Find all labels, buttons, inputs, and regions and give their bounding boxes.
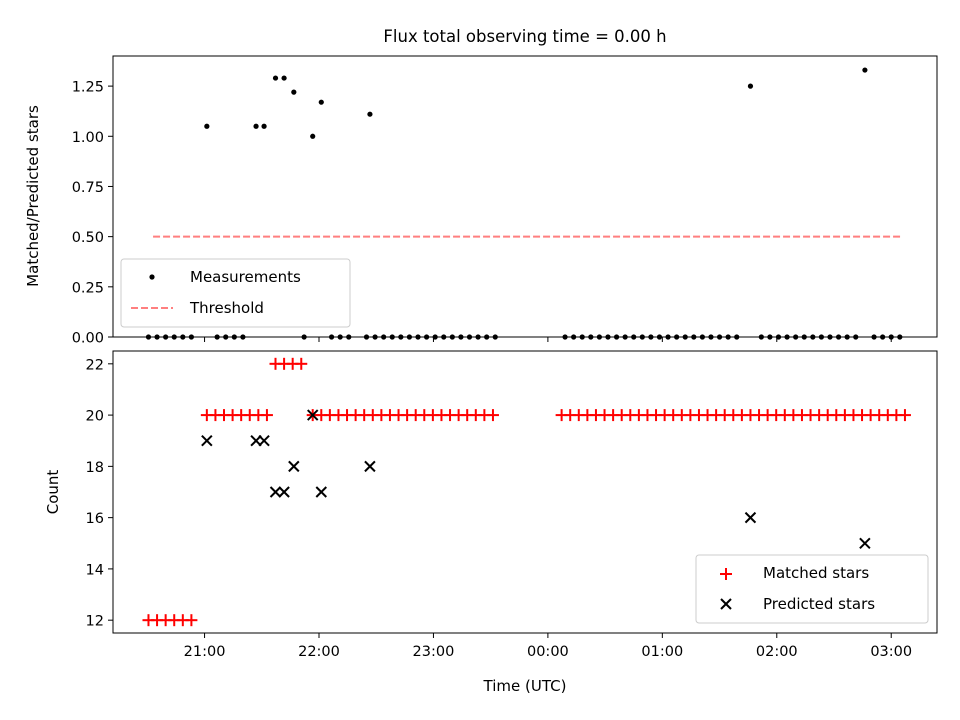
top-legend: Measurements Threshold [120,258,351,328]
measurement-point [253,123,259,129]
predicted-star-point [258,435,270,447]
legend-predicted-marker [720,598,732,610]
predicted-star-point [269,486,282,498]
top-y-axis-label: Matched/Predicted stars [24,105,42,287]
x-tick-label: 01:00 [641,644,683,660]
predicted-star-point [288,460,300,473]
bottom-y-axis-label: Count [44,470,62,515]
measurement-point [272,75,279,81]
chart-title: Flux total observing time = 0.00 h [383,27,666,46]
top-data-layer [145,67,903,340]
legend-matched-marker [720,568,732,580]
predicted-star-point [306,409,319,421]
x-tick-label: 00:00 [527,644,569,660]
legend-threshold-label: Threshold [189,299,264,317]
matched-star-point [486,409,499,422]
predicted-star-point [364,460,376,473]
predicted-star-point [859,537,871,549]
predicted-star-point [278,486,290,498]
legend-matched-label: Matched stars [763,564,869,582]
top-y-tick-label: 1.00 [72,130,104,146]
bottom-y-tick-label: 12 [86,614,104,630]
predicted-star-point [744,511,757,524]
x-tick-label: 21:00 [184,644,226,660]
bottom-y-tick-label: 18 [86,460,104,476]
top-y-tick-label: 1.25 [72,80,104,96]
top-legend-box [120,258,351,328]
panel-bottom: 12 14 16 18 20 22 21:00 22:00 23:00 00:00 01:00 02… [44,350,938,695]
measurement-point [747,83,754,89]
legend-measurements-marker [149,274,155,280]
top-x-ticks [204,337,892,342]
bottom-axes-frame [112,350,938,634]
top-y-tick-label: 0.25 [72,280,104,296]
bottom-data-layer [142,357,911,627]
bottom-y-tick-label: 16 [86,511,104,527]
x-tick-label: 22:00 [298,644,340,660]
legend-measurements-label: Measurements [190,268,301,286]
bottom-x-ticks: 21:00 22:00 23:00 00:00 01:00 02:00 03:00 [184,633,912,660]
legend-predicted-label: Predicted stars [763,595,875,613]
top-y-tick-label: 0.75 [72,180,104,196]
measurement-point [310,133,316,139]
bottom-legend: Matched stars Predicted stars [695,554,929,624]
measurement-point [281,75,287,81]
bottom-y-ticks: 12 14 16 18 20 22 [86,357,113,630]
bottom-legend-box [695,554,929,624]
x-tick-label: 23:00 [413,644,455,660]
x-tick-label: 02:00 [756,644,798,660]
measurement-point [204,123,210,129]
bottom-y-tick-label: 22 [86,357,104,373]
measurement-point [291,89,297,95]
predicted-star-point [315,486,327,498]
top-y-tick-label: 0.00 [72,331,104,347]
top-axes-frame [112,55,938,338]
x-axis-label: Time (UTC) [483,677,567,695]
matched-star-point [898,409,911,422]
matched-star-point [295,357,308,370]
top-y-ticks: 0.00 0.25 0.50 0.75 1.00 1.25 [72,80,113,347]
measurement-point [862,67,868,73]
bottom-y-tick-label: 20 [86,409,104,425]
measurement-point [261,123,267,129]
panel-top: 0.00 0.25 0.50 0.75 1.00 1.25 Matched/Predict… [24,55,938,347]
matched-star-point [185,614,198,627]
x-tick-label: 03:00 [870,644,912,660]
measurement-point [367,111,373,117]
predicted-star-point [201,435,213,447]
top-y-tick-label: 0.50 [72,230,104,246]
matched-star-point [260,409,273,422]
measurement-point [318,99,324,105]
bottom-y-tick-label: 14 [86,562,104,578]
